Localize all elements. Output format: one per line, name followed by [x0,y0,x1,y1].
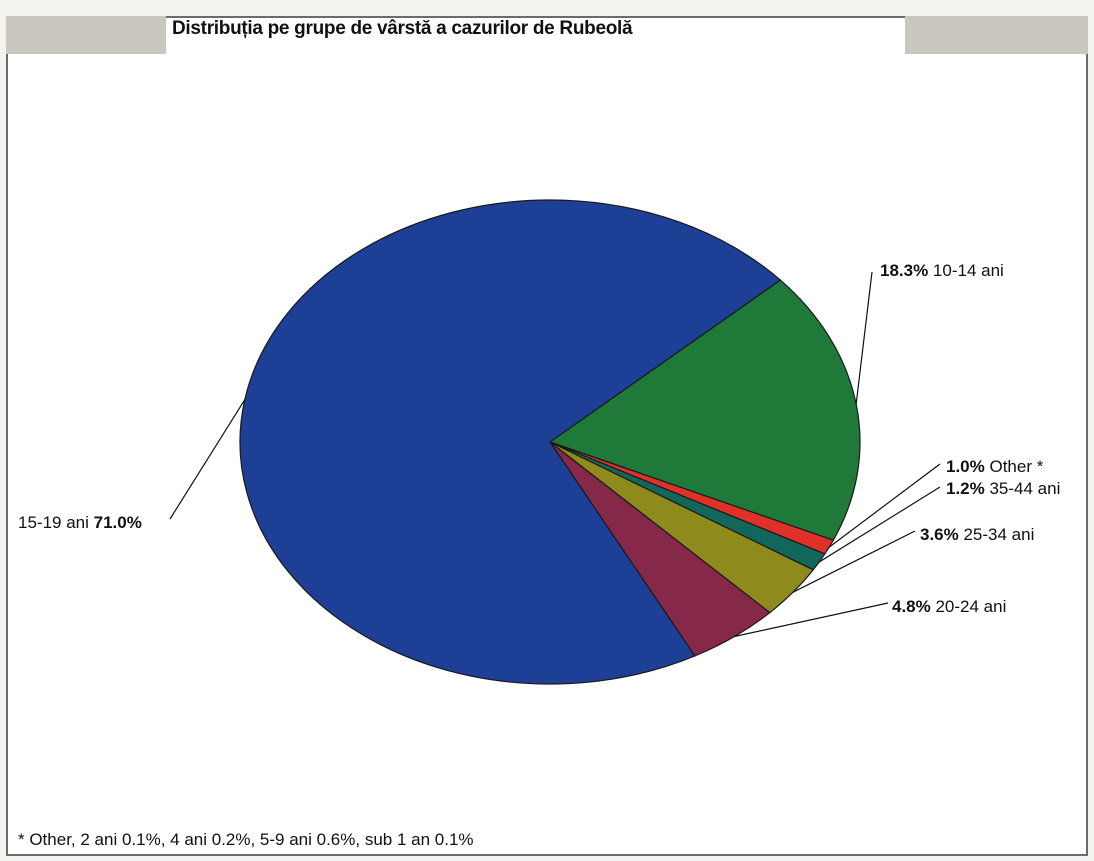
slice-label: 1.0% Other * [946,457,1044,476]
slice-percent: 4.8% [892,597,931,616]
slice-label: 3.6% 25-34 ani [920,525,1034,544]
chart-footnote: * Other, 2 ani 0.1%, 4 ani 0.2%, 5-9 ani… [18,830,474,849]
pie-slice-10-14-ani [548,279,861,541]
leader-line [855,271,873,405]
slice-category: 25-34 ani [959,525,1035,544]
slice-label: 1.2% 35-44 ani [946,479,1060,498]
slice-label: 15-19 ani 71.0% [18,513,142,532]
chart-title: Distribuția pe grupe de vârstă a cazuril… [172,18,633,39]
slice-percent: 1.0% [946,457,985,476]
slice-category: 10-14 ani [928,261,1004,280]
slice-category: Other * [985,457,1044,476]
slice-category: 20-24 ani [931,597,1007,616]
leader-line [169,399,246,520]
leader-line [792,530,916,593]
pie-slice-15-19-ani [239,199,782,685]
slice-label: 18.3% 10-14 ani [880,261,1004,280]
slice-percent: 3.6% [920,525,959,544]
slice-category: 35-44 ani [985,479,1061,498]
header-bar-left [6,16,166,54]
leader-line [818,486,941,563]
slice-percent: 18.3% [880,261,928,280]
slice-percent: 71.0% [94,513,142,532]
slice-percent: 1.2% [946,479,985,498]
slice-label: 4.8% 20-24 ani [892,597,1006,616]
slice-category: 15-19 ani [18,513,94,532]
header-bar-right [905,16,1088,54]
leader-line [828,463,941,548]
leader-line [734,602,889,638]
